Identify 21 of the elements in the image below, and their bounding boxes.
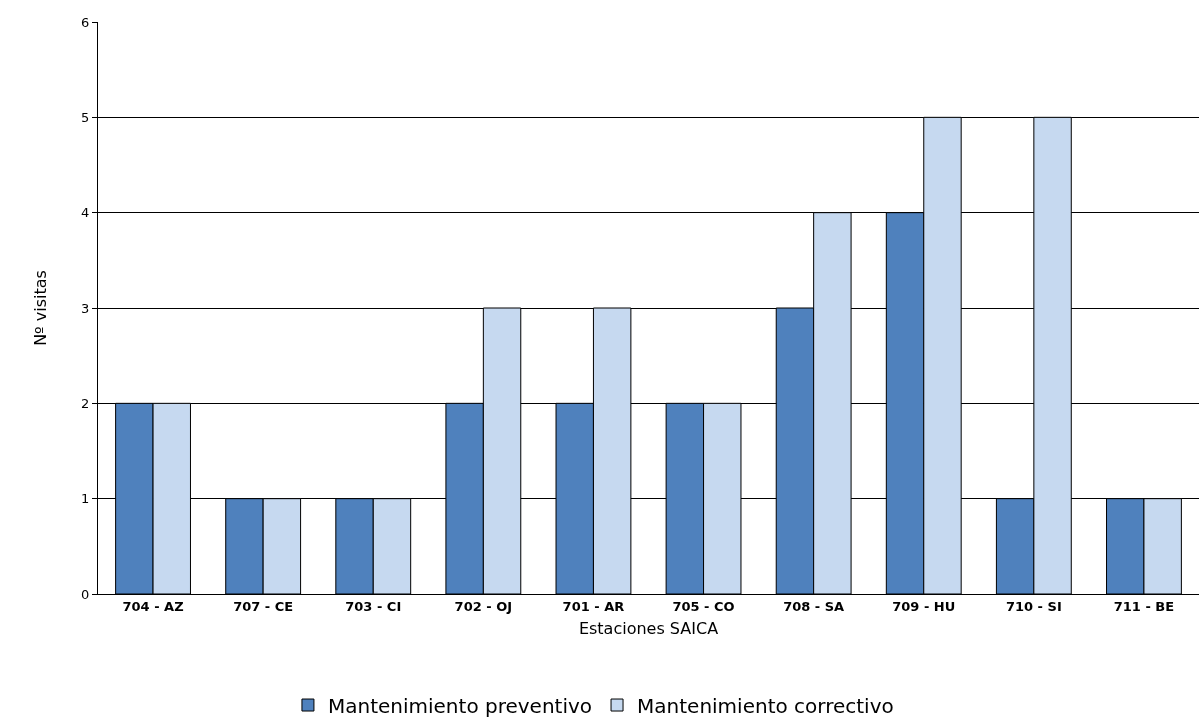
x-tick-label: 711 - BE <box>1113 598 1175 614</box>
y-tick-label: 0 <box>81 586 90 602</box>
y-axis-title: Nº visitas <box>31 270 51 346</box>
y-tick-label: 6 <box>81 14 90 30</box>
y-tick-label: 1 <box>81 491 90 507</box>
x-tick-label: 702 - OJ <box>454 598 513 614</box>
y-tick-label: 2 <box>81 395 90 411</box>
x-tick-label: 704 - AZ <box>122 598 184 614</box>
y-tick-label: 4 <box>81 205 90 221</box>
x-axis-title: Estaciones SAICA <box>578 619 719 639</box>
x-tick-label: 707 - CE <box>233 598 294 614</box>
x-tick-label: 709 - HU <box>892 598 956 614</box>
x-tick-label: 708 - SA <box>783 598 845 614</box>
legend-label: Mantenimiento preventivo <box>327 693 593 718</box>
x-tick-label: 701 - AR <box>562 598 625 614</box>
y-tick-label: 3 <box>81 300 90 316</box>
x-tick-label: 705 - CO <box>672 598 735 614</box>
x-tick-label: 710 - SI <box>1005 598 1062 614</box>
y-tick-label: 5 <box>81 109 90 125</box>
legend-label: Mantenimiento correctivo <box>637 693 894 718</box>
x-tick-label: 703 - CI <box>345 598 402 614</box>
